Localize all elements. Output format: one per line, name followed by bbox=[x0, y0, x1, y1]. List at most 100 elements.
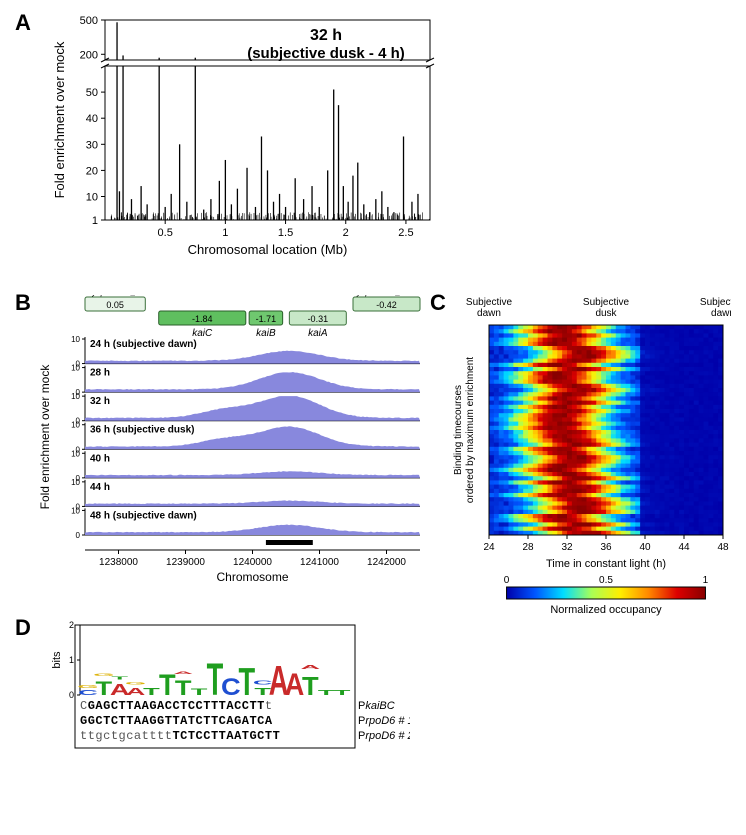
svg-text:10: 10 bbox=[71, 392, 80, 401]
svg-text:1: 1 bbox=[703, 575, 709, 586]
svg-text:Subjective: Subjective bbox=[700, 297, 731, 308]
svg-text:20: 20 bbox=[86, 165, 98, 177]
svg-text:2: 2 bbox=[69, 620, 74, 630]
svg-text:PrpoD6 # 2: PrpoD6 # 2 bbox=[358, 730, 410, 742]
svg-text:Fold enrichment over mock: Fold enrichment over mock bbox=[38, 364, 52, 510]
svg-text:24: 24 bbox=[483, 542, 495, 553]
svg-text:10: 10 bbox=[71, 478, 80, 487]
svg-text:dusk: dusk bbox=[595, 308, 617, 319]
svg-text:Subjective: Subjective bbox=[466, 297, 513, 308]
svg-text:bits: bits bbox=[51, 651, 63, 669]
svg-text:500: 500 bbox=[80, 15, 98, 27]
svg-text:A: A bbox=[173, 671, 193, 675]
svg-text:-1.71: -1.71 bbox=[256, 314, 277, 324]
panel-b: 0.05Synpcc7942_1215-1.84kaiC-1.71kaiB-0.… bbox=[35, 295, 425, 585]
svg-text:T: T bbox=[334, 689, 351, 697]
svg-text:kaiB: kaiB bbox=[256, 328, 276, 339]
svg-text:-0.31: -0.31 bbox=[308, 314, 329, 324]
svg-text:1: 1 bbox=[92, 215, 98, 227]
svg-text:32 h: 32 h bbox=[310, 27, 342, 44]
svg-text:1241000: 1241000 bbox=[300, 557, 339, 568]
svg-text:0: 0 bbox=[69, 690, 74, 700]
svg-text:1242000: 1242000 bbox=[367, 557, 406, 568]
svg-text:28 h: 28 h bbox=[90, 368, 110, 379]
svg-text:ttgctgcattttTCTCCTTAATGCTT: ttgctgcattttTCTCCTTAATGCTT bbox=[80, 729, 280, 743]
panel-c: SubjectivedawnSubjectiveduskSubjectiveda… bbox=[451, 295, 731, 635]
svg-text:10: 10 bbox=[71, 335, 80, 344]
svg-text:50: 50 bbox=[86, 87, 98, 99]
svg-text:10: 10 bbox=[71, 506, 80, 515]
svg-text:10: 10 bbox=[86, 192, 98, 204]
svg-text:1.5: 1.5 bbox=[278, 227, 293, 239]
svg-text:1238000: 1238000 bbox=[99, 557, 138, 568]
svg-text:T: T bbox=[143, 686, 160, 698]
svg-text:32: 32 bbox=[561, 542, 573, 553]
panel-d-label: D bbox=[15, 615, 31, 641]
svg-text:Time in constant light (h): Time in constant light (h) bbox=[546, 558, 666, 570]
svg-text:Chromosome: Chromosome bbox=[216, 570, 288, 584]
svg-text:T: T bbox=[302, 671, 319, 700]
svg-text:0: 0 bbox=[76, 531, 81, 540]
svg-text:36: 36 bbox=[600, 542, 612, 553]
svg-text:PkaiBC: PkaiBC bbox=[358, 700, 395, 712]
svg-text:T: T bbox=[111, 676, 128, 681]
svg-text:Chromosomal location (Mb): Chromosomal location (Mb) bbox=[188, 242, 348, 257]
svg-text:48 h (subjective dawn): 48 h (subjective dawn) bbox=[90, 510, 197, 521]
svg-text:36 h (subjective dusk): 36 h (subjective dusk) bbox=[90, 425, 194, 436]
svg-text:2.5: 2.5 bbox=[398, 227, 413, 239]
svg-text:kaiC: kaiC bbox=[192, 328, 213, 339]
svg-text:-0.42: -0.42 bbox=[376, 300, 397, 310]
svg-text:10: 10 bbox=[71, 364, 80, 373]
svg-text:dawn: dawn bbox=[477, 308, 501, 319]
svg-text:GGCTCTTAAGGTTATCTTCAGATCA: GGCTCTTAAGGTTATCTTCAGATCA bbox=[80, 714, 273, 728]
panel-d-logo: 012bitsCGTGATAGTTTATTCTTCAATATTCGAGCTTAA… bbox=[50, 620, 410, 800]
svg-text:T: T bbox=[318, 689, 335, 697]
svg-text:Fold enrichment over mock: Fold enrichment over mock bbox=[52, 41, 67, 198]
svg-text:Binding timecourses: Binding timecourses bbox=[453, 385, 464, 475]
svg-text:40 h: 40 h bbox=[90, 453, 110, 464]
svg-text:40: 40 bbox=[86, 113, 98, 125]
svg-text:1239000: 1239000 bbox=[166, 557, 205, 568]
svg-text:24 h (subjective dawn): 24 h (subjective dawn) bbox=[90, 339, 197, 350]
svg-text:0.5: 0.5 bbox=[158, 227, 173, 239]
svg-text:28: 28 bbox=[522, 542, 534, 553]
svg-text:40: 40 bbox=[639, 542, 651, 553]
svg-text:32 h: 32 h bbox=[90, 396, 110, 407]
figure-root: A 110203040502005000.511.522.5Chromosoma… bbox=[10, 10, 736, 825]
svg-text:T: T bbox=[175, 677, 192, 700]
svg-text:ordered by maximum enrichment: ordered by maximum enrichment bbox=[465, 357, 476, 503]
svg-text:(subjective dusk - 4 h): (subjective dusk - 4 h) bbox=[247, 45, 405, 62]
svg-text:2: 2 bbox=[343, 227, 349, 239]
svg-text:0.5: 0.5 bbox=[599, 575, 613, 586]
panel-b-label: B bbox=[15, 290, 31, 316]
panel-b-chart: 0.05Synpcc7942_1215-1.84kaiC-1.71kaiB-0.… bbox=[35, 295, 425, 585]
svg-text:44: 44 bbox=[678, 542, 690, 553]
svg-text:kaiA: kaiA bbox=[308, 328, 328, 339]
panel-c-heatmap: SubjectivedawnSubjectiveduskSubjectiveda… bbox=[451, 295, 731, 635]
svg-text:30: 30 bbox=[86, 139, 98, 151]
svg-text:CGAGCTTAAGACCTCCTTTACCTTt: CGAGCTTAAGACCTCCTTTACCTTt bbox=[80, 699, 273, 713]
svg-text:44 h: 44 h bbox=[90, 482, 110, 493]
panel-c-label: C bbox=[430, 290, 446, 316]
svg-text:dawn: dawn bbox=[711, 308, 731, 319]
svg-text:1: 1 bbox=[69, 655, 74, 665]
svg-text:200: 200 bbox=[80, 49, 98, 61]
svg-text:A: A bbox=[300, 664, 320, 670]
svg-text:G: G bbox=[125, 681, 146, 685]
svg-text:10: 10 bbox=[71, 421, 80, 430]
svg-text:Normalized occupancy: Normalized occupancy bbox=[550, 604, 662, 616]
svg-text:Subjective: Subjective bbox=[583, 297, 630, 308]
svg-text:Synpcc7942_1215: Synpcc7942_1215 bbox=[87, 295, 154, 297]
svg-text:1240000: 1240000 bbox=[233, 557, 272, 568]
svg-text:48: 48 bbox=[717, 542, 729, 553]
panel-a-chart: 1 10 20 30 40 50 200 500 0.5 1 1.5 2 2.5 Chromosomal … bbox=[50, 10, 440, 260]
panel-a: 1 10 20 30 40 50 200 500 0.5 1 1.5 2 2.5 Chromosomal … bbox=[50, 10, 440, 260]
svg-text:PrpoD6 # 1: PrpoD6 # 1 bbox=[358, 715, 410, 727]
panel-d: 012bitsCGTGATAGTTTATTCTTCAATATTCGAGCTTAA… bbox=[50, 620, 390, 800]
svg-text:10: 10 bbox=[71, 449, 80, 458]
svg-text:0: 0 bbox=[504, 575, 510, 586]
svg-text:-1.84: -1.84 bbox=[192, 314, 213, 324]
svg-text:1: 1 bbox=[222, 227, 228, 239]
panel-a-label: A bbox=[15, 10, 31, 36]
svg-text:Synpcc7942_1219: Synpcc7942_1219 bbox=[352, 295, 419, 297]
